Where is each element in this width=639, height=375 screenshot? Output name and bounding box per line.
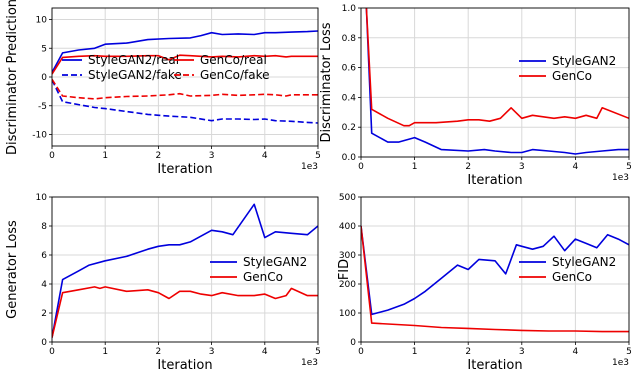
legend-label: GenCo <box>552 270 592 284</box>
x-tick-label: 1 <box>102 151 108 161</box>
y-tick-label: 4 <box>41 280 47 290</box>
x-tick-label: 1 <box>412 162 418 172</box>
x-tick-label: 3 <box>209 347 215 357</box>
y-tick-label: 0.4 <box>342 93 357 103</box>
y-tick-label: 0.8 <box>342 34 357 44</box>
chart-panel-1: 0 1 2 3 4 5 -10 -5 0 5 10 1e3 Iteration Discriminator… <box>5 0 321 177</box>
x-axis-label: Iteration <box>157 162 212 177</box>
x-tick-label: 5 <box>626 162 632 172</box>
series-line-stylegan2-fake <box>52 79 318 124</box>
x-tick-label: 4 <box>573 162 579 172</box>
series-line-genco <box>365 8 629 127</box>
legend-label: GenCo/fake <box>200 68 270 82</box>
legend-label: StyleGAN2 <box>243 255 307 269</box>
legend: StyleGAN2/real GenCo/real StyleGAN2/fake Ge… <box>62 53 270 82</box>
y-tick-label: 300 <box>339 251 356 261</box>
y-tick-label: -10 <box>32 131 47 141</box>
y-tick-label: 10 <box>36 16 48 26</box>
series-line-stylegan2-real <box>52 30 318 73</box>
y-tick-label: 400 <box>339 222 356 232</box>
y-axis-label: Discriminator Loss <box>319 22 334 142</box>
y-tick-label: 200 <box>339 280 356 290</box>
x-tick-label: 5 <box>315 151 321 161</box>
legend-label: StyleGAN2/fake <box>88 68 182 82</box>
x-tick-label: 3 <box>209 151 215 161</box>
x-tick-label: 2 <box>465 162 471 172</box>
series-line-stylegan2 <box>365 8 629 155</box>
x-axis-label: Iteration <box>467 358 522 373</box>
series-line-genco-fake <box>52 78 318 100</box>
x-tick-label: 0 <box>358 162 364 172</box>
y-tick-label: 10 <box>36 193 48 203</box>
x-tick-label: 3 <box>519 162 525 172</box>
chart-panel-2: 0 1 2 3 4 5 0.0 0.2 0.4 0.6 0.8 1.0 1e3 Iteration Disc… <box>319 4 632 188</box>
y-tick-label: 500 <box>339 193 356 203</box>
plot-frame <box>51 196 319 343</box>
y-tick-label: 6 <box>41 251 47 261</box>
x-axis-label: Iteration <box>467 173 522 188</box>
legend-label: StyleGAN2 <box>552 255 616 269</box>
y-tick-label: 2 <box>41 309 47 319</box>
x-tick-label: 0 <box>49 347 55 357</box>
x-axis-exponent: 1e3 <box>612 173 629 183</box>
y-tick-label: 0 <box>350 338 356 348</box>
chart-panel-3: 0 1 2 3 4 5 0 2 4 6 8 10 1e3 Iteration Generator Loss S… <box>5 193 321 373</box>
series-line-genco <box>361 225 629 333</box>
plot-frame <box>360 196 630 343</box>
series-line-genco-real <box>52 54 318 75</box>
x-axis-exponent: 1e3 <box>301 358 318 368</box>
x-axis-exponent: 1e3 <box>301 162 318 172</box>
y-tick-label: -5 <box>38 102 47 112</box>
y-tick-label: 1.0 <box>342 4 357 14</box>
y-tick-label: 100 <box>339 309 356 319</box>
x-tick-label: 5 <box>315 347 321 357</box>
legend-label: StyleGAN2/real <box>88 53 179 67</box>
y-axis-label: Discriminator Prediction <box>5 0 20 155</box>
x-tick-label: 5 <box>626 347 632 357</box>
series-line-genco <box>52 286 318 338</box>
series-line-stylegan2 <box>52 203 318 338</box>
y-tick-label: 0.6 <box>342 64 357 74</box>
x-tick-label: 4 <box>262 347 268 357</box>
x-tick-label: 2 <box>156 151 162 161</box>
x-tick-label: 0 <box>358 347 364 357</box>
y-tick-label: 0 <box>41 338 47 348</box>
legend-label: GenCo/real <box>200 53 267 67</box>
plot-frame <box>360 7 630 158</box>
x-tick-label: 4 <box>573 347 579 357</box>
y-axis-label: FID <box>337 259 352 280</box>
y-tick-label: 0.2 <box>342 123 356 133</box>
x-tick-label: 0 <box>49 151 55 161</box>
x-tick-label: 4 <box>262 151 268 161</box>
y-tick-label: 0.0 <box>342 153 357 163</box>
x-tick-label: 2 <box>465 347 471 357</box>
x-axis-exponent: 1e3 <box>612 358 629 368</box>
series-line-stylegan2 <box>361 225 629 316</box>
legend-label: StyleGAN2 <box>552 54 616 68</box>
y-tick-label: 8 <box>41 222 47 232</box>
y-tick-label: 0 <box>41 73 47 83</box>
x-tick-label: 1 <box>412 347 418 357</box>
legend-label: GenCo <box>552 69 592 83</box>
x-axis-label: Iteration <box>157 358 212 373</box>
y-tick-label: 5 <box>41 44 47 54</box>
x-tick-label: 3 <box>519 347 525 357</box>
y-axis-label: Generator Loss <box>5 220 20 319</box>
chart-panel-4: 0 1 2 3 4 5 0 100 200 300 400 500 1e3 Iteration FID Sty… <box>337 193 632 373</box>
x-tick-label: 1 <box>102 347 108 357</box>
x-tick-label: 2 <box>156 347 162 357</box>
legend-label: GenCo <box>243 270 283 284</box>
